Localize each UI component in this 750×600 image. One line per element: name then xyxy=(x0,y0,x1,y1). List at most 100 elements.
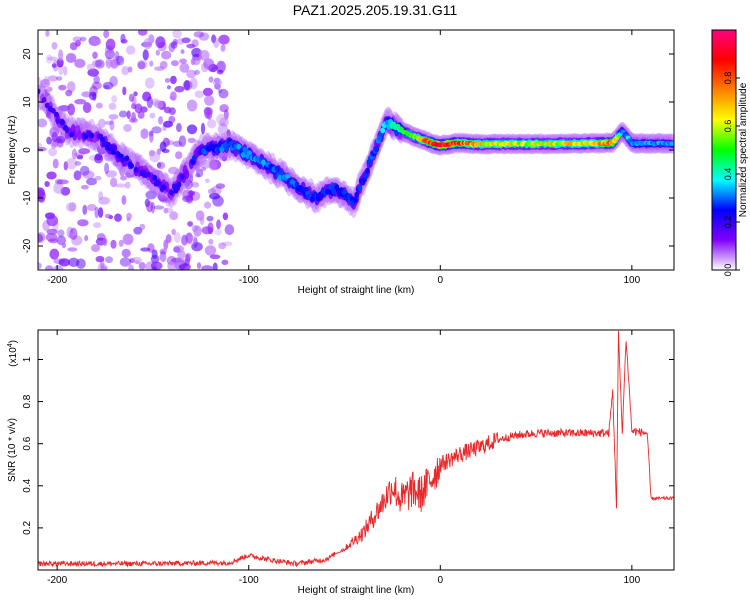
snr-scale-note: (x104) xyxy=(7,340,19,367)
snr-scale-exponent: 4 xyxy=(7,343,14,347)
snr-y-ticks: 0.2 0.4 0.6 0.8 1 xyxy=(22,356,674,535)
noise-speck xyxy=(91,244,101,253)
noise-speck xyxy=(143,38,153,50)
noise-speck xyxy=(140,106,148,113)
noise-speck xyxy=(195,210,205,221)
noise-speck xyxy=(208,238,214,245)
noise-speck xyxy=(121,195,127,205)
noise-speck xyxy=(163,239,169,250)
ridge-point xyxy=(50,107,56,114)
snr-y-tick-label: 0.6 xyxy=(22,436,33,450)
noise-speck xyxy=(149,112,156,119)
colorbar-tick-label: 0.0 xyxy=(723,264,733,277)
noise-speck xyxy=(161,50,172,60)
noise-speck xyxy=(209,192,220,200)
noise-speck xyxy=(217,88,223,94)
noise-speck xyxy=(217,123,228,136)
noise-speck xyxy=(193,31,205,38)
noise-speck xyxy=(199,217,205,226)
noise-speck xyxy=(56,76,63,81)
noise-speck xyxy=(66,158,78,170)
noise-speck xyxy=(204,95,215,106)
snr-y-tick-label: 0.4 xyxy=(22,478,33,492)
snr-scale-prefix: (x10 xyxy=(8,347,19,367)
ridge-point xyxy=(352,197,358,204)
noise-speck xyxy=(193,225,202,237)
noise-speck xyxy=(100,265,108,270)
noise-speck xyxy=(93,222,102,229)
spectrogram-x-tick-label: 100 xyxy=(624,275,641,286)
noise-speck xyxy=(155,49,160,56)
colorbar-tick-label: 0.2 xyxy=(723,216,733,229)
ridge-point xyxy=(670,141,674,146)
ridge-point xyxy=(191,155,197,161)
noise-speck xyxy=(82,102,92,114)
noise-speck xyxy=(121,248,131,258)
noise-speck xyxy=(208,159,218,171)
noise-speck xyxy=(172,140,183,147)
noise-speck xyxy=(63,161,68,171)
ridge-point xyxy=(363,173,369,179)
noise-speck xyxy=(149,151,161,163)
colorbar-tick-label: 0.4 xyxy=(723,168,733,181)
noise-speck xyxy=(73,170,82,181)
noise-speck xyxy=(191,242,203,252)
noise-speck xyxy=(48,238,59,244)
noise-speck xyxy=(67,247,78,252)
noise-speck xyxy=(187,190,196,196)
noise-speck xyxy=(204,245,217,256)
noise-speck xyxy=(219,104,229,113)
ridge-point xyxy=(179,173,185,180)
ridge-point xyxy=(274,165,280,172)
noise-speck xyxy=(194,90,204,98)
noise-speck xyxy=(159,197,171,203)
noise-speck xyxy=(207,119,217,129)
noise-speck xyxy=(114,50,120,62)
noise-speck xyxy=(133,91,138,97)
colorbar-ticks: 0.0 0.2 0.4 0.6 0.8 xyxy=(723,72,740,277)
noise-speck xyxy=(51,131,58,143)
noise-speck xyxy=(108,102,117,110)
noise-speck xyxy=(88,91,97,101)
noise-speck xyxy=(171,228,176,235)
noise-speck xyxy=(215,183,226,190)
noise-speck xyxy=(224,224,235,236)
noise-speck xyxy=(105,256,113,264)
noise-speck xyxy=(206,215,214,222)
noise-speck xyxy=(71,148,77,160)
noise-speck xyxy=(38,262,42,269)
noise-speck xyxy=(189,77,198,90)
noise-speck xyxy=(220,44,226,52)
figure-title: PAZ1.2025.205.19.31.G11 xyxy=(293,2,458,18)
ridge-point xyxy=(41,97,47,103)
noise-speck xyxy=(79,165,90,176)
ridge-point xyxy=(38,88,41,95)
ridge-point xyxy=(168,189,174,196)
noise-speck xyxy=(65,202,76,212)
noise-speck xyxy=(213,37,220,48)
noise-speck xyxy=(110,58,119,69)
ridge-point xyxy=(331,188,337,195)
noise-speck xyxy=(94,175,102,181)
noise-speck xyxy=(201,265,213,270)
noise-speck xyxy=(105,57,112,69)
ridge-point xyxy=(145,171,151,178)
noise-speck xyxy=(45,265,54,270)
noise-speck xyxy=(175,151,183,160)
noise-speck xyxy=(109,75,118,87)
noise-speck xyxy=(156,161,166,170)
noise-speck xyxy=(98,207,104,218)
noise-speck xyxy=(68,257,80,267)
noise-speck xyxy=(186,69,197,79)
ridge-point xyxy=(156,180,162,187)
noise-speck xyxy=(137,59,148,70)
ridge-point xyxy=(76,130,82,141)
noise-speck xyxy=(71,235,83,246)
noise-speck xyxy=(121,66,130,76)
noise-speck xyxy=(207,188,216,195)
noise-speck xyxy=(46,86,53,92)
noise-speck xyxy=(98,196,111,205)
noise-speck xyxy=(140,247,151,252)
noise-speck xyxy=(176,38,185,45)
ridge-point xyxy=(152,174,157,181)
